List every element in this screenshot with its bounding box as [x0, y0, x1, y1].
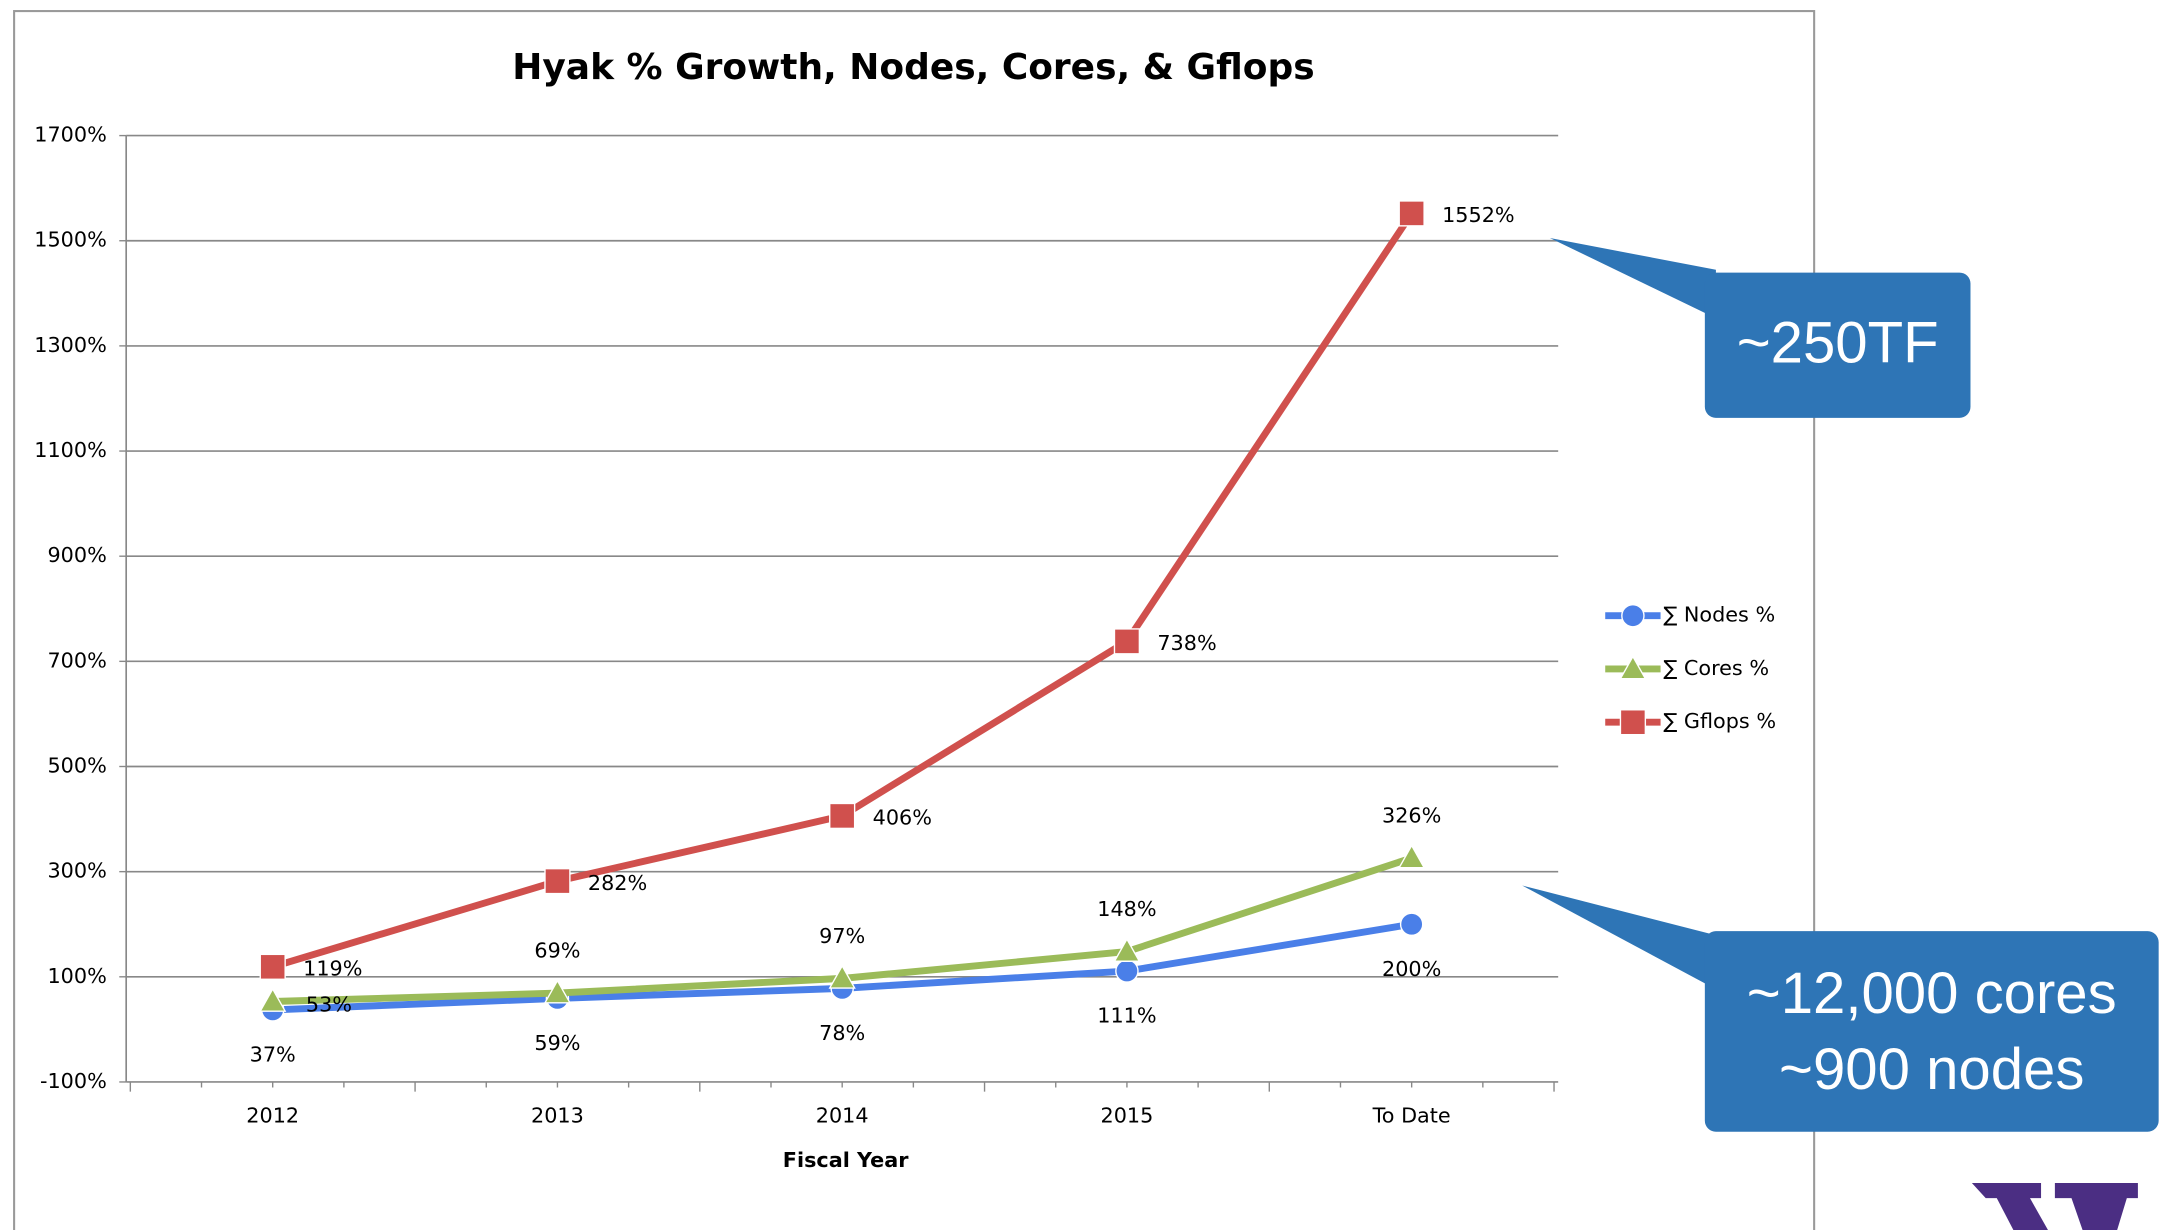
callout-box	[1704, 272, 1971, 418]
y-tick-label: 500%	[47, 754, 106, 778]
y-tick-label: 300%	[47, 859, 106, 883]
marker	[259, 987, 287, 1012]
data-label: 1552%	[1442, 203, 1515, 227]
callout-text: ~250TF	[1737, 311, 1939, 376]
marker	[259, 953, 286, 980]
data-label: 148%	[1097, 897, 1156, 921]
marker	[1398, 844, 1426, 869]
y-tick-label: 1700%	[34, 123, 107, 147]
data-label: 326%	[1382, 803, 1441, 827]
data-label: 69%	[534, 939, 580, 963]
data-label: 37%	[250, 1043, 296, 1067]
data-label: 119%	[303, 957, 362, 981]
legend-label: ∑ Nodes %	[1663, 603, 1775, 627]
logo	[1971, 1182, 2048, 1230]
x-axis-label: Fiscal Year	[783, 1148, 909, 1172]
data-label: 406%	[873, 806, 932, 830]
x-tick-label: 2013	[531, 1104, 584, 1128]
chart-title: Hyak % Growth, Nodes, Cores, & Gflops	[512, 47, 1314, 88]
marker	[1398, 200, 1425, 227]
x-tick-label: 2014	[816, 1104, 869, 1128]
plot: -100% 100% 300% 500% 700% 900% 1100% 1300% 1500%…	[34, 123, 1776, 1128]
y-tick-label: -100%	[40, 1069, 107, 1093]
data-label: 738%	[1157, 631, 1216, 655]
chart-frame	[13, 10, 1816, 1230]
marker	[1113, 937, 1141, 962]
callout-box	[1704, 931, 2159, 1132]
legend-label: ∑ Cores %	[1663, 656, 1769, 680]
y-tick-label: 900%	[47, 543, 106, 567]
y-tick-label: 1500%	[34, 228, 107, 252]
data-label: 111%	[1097, 1004, 1156, 1028]
callout-text: ~12,000 cores	[1747, 961, 2117, 1026]
legend-marker	[1619, 655, 1647, 680]
marker	[1399, 912, 1424, 936]
data-label: 59%	[534, 1031, 580, 1055]
legend-marker	[1619, 709, 1647, 736]
callout-pointer	[1522, 885, 1716, 990]
y-tick-label: 100%	[47, 964, 106, 988]
legend-label: ∑ Gflops %	[1663, 709, 1776, 733]
marker	[829, 802, 856, 830]
legend-marker	[1621, 603, 1645, 628]
logo	[2054, 1182, 2138, 1230]
data-label: 78%	[819, 1021, 865, 1045]
y-tick-label: 1100%	[34, 438, 107, 462]
data-label: 282%	[588, 871, 647, 895]
marker	[544, 867, 571, 895]
marker	[828, 964, 856, 989]
x-tick-label: 2015	[1101, 1104, 1154, 1128]
marker	[1113, 628, 1141, 655]
marker	[543, 979, 572, 1004]
data-label: 200%	[1382, 957, 1441, 981]
data-label: 97%	[819, 924, 865, 948]
marker	[1115, 959, 1139, 983]
y-tick-label: 1300%	[34, 333, 107, 357]
data-label: 53%	[306, 993, 352, 1017]
y-tick-label: 700%	[47, 648, 106, 672]
x-tick-label: To Date	[1372, 1104, 1451, 1128]
x-tick-label: 2012	[246, 1104, 299, 1128]
callout-text: ~900 nodes	[1779, 1037, 2084, 1102]
